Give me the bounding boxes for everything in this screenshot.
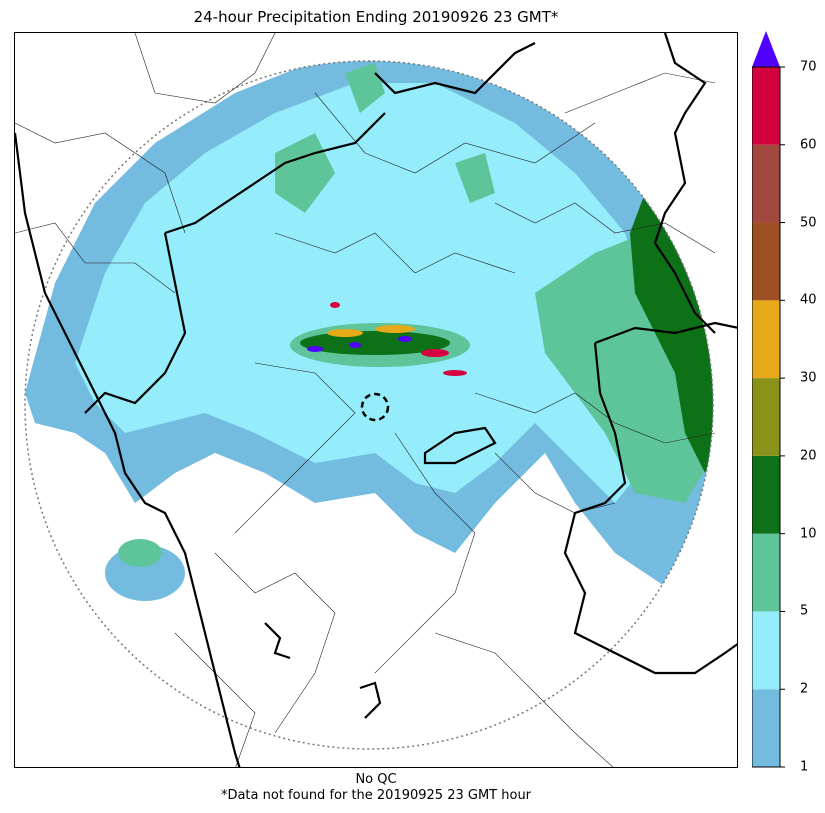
colorbar-segment xyxy=(752,300,780,379)
colorbar-tick-label: 5 xyxy=(800,603,809,619)
colorbar-tick-label: 20 xyxy=(800,448,817,464)
colorbar-tick-label: 10 xyxy=(800,526,817,542)
colorbar-tick-label: 40 xyxy=(800,292,817,308)
colorbar-segment xyxy=(752,689,780,767)
qc-label: No QC xyxy=(355,772,397,787)
colorbar-segment xyxy=(752,533,780,612)
state-boundaries xyxy=(15,33,737,767)
colorbar-tick-label: 50 xyxy=(800,215,817,231)
radar-site-marker xyxy=(360,392,390,422)
colorbar-tick-label: 60 xyxy=(800,137,817,153)
footer-note: *Data not found for the 20190925 23 GMT … xyxy=(220,788,532,803)
radar-map[interactable] xyxy=(14,32,738,768)
range-ring xyxy=(24,60,714,750)
colorbar-segment xyxy=(752,378,780,456)
radar-map-canvas xyxy=(15,33,737,767)
colorbar-tick-label: 30 xyxy=(800,370,817,386)
colorbar-segment xyxy=(752,222,780,301)
colorbar-tick-label: 1 xyxy=(800,759,809,775)
precip-layer xyxy=(25,61,713,601)
heavy-precip-cluster xyxy=(290,302,470,376)
colorbar-tick-label: 2 xyxy=(800,681,809,697)
map-title: 24-hour Precipitation Ending 20190926 23… xyxy=(193,8,559,26)
colorbar-segment xyxy=(752,67,780,145)
colorbar-frame xyxy=(752,66,781,768)
colorbar-segment xyxy=(752,611,780,690)
colorbar-extend-triangle xyxy=(752,31,780,67)
colorbar-tick-label: 70 xyxy=(800,59,817,75)
colorbar-segment xyxy=(752,144,780,223)
district-boundaries xyxy=(15,33,716,767)
colorbar xyxy=(752,31,785,768)
colorbar-segment xyxy=(752,455,780,534)
